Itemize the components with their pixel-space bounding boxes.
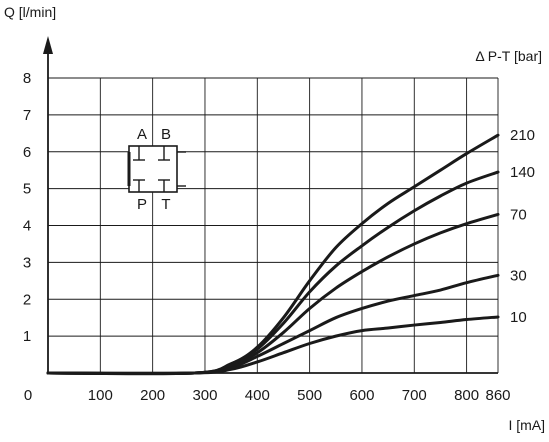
x-tick-label: 0 bbox=[24, 387, 32, 404]
x-tick-label: 800 bbox=[454, 387, 479, 404]
x-tick-label: 200 bbox=[140, 387, 165, 404]
series-label-70: 70 bbox=[510, 206, 527, 223]
valve-label-b: B bbox=[161, 126, 171, 143]
y-tick-label: 3 bbox=[23, 254, 31, 271]
legend-title: Δ P-T [bar] bbox=[475, 48, 542, 64]
x-tick-label: 600 bbox=[349, 387, 374, 404]
y-axis-title: Q [l/min] bbox=[4, 4, 56, 20]
valve-symbol: A B P T bbox=[127, 126, 186, 213]
valve-label-a: A bbox=[137, 126, 147, 143]
series-label-140: 140 bbox=[510, 164, 535, 181]
y-tick-label: 4 bbox=[23, 218, 31, 235]
series-label-30: 30 bbox=[510, 267, 527, 284]
series-labels: 210 140 70 30 10 bbox=[510, 127, 535, 326]
series-lines bbox=[46, 133, 500, 376]
x-tick-labels: 0 100 200 300 400 500 600 700 800 860 bbox=[24, 387, 511, 404]
series-line-140 bbox=[46, 170, 500, 376]
x-tick-label: 500 bbox=[297, 387, 322, 404]
series-line-210 bbox=[46, 133, 500, 376]
y-axis-arrowhead bbox=[43, 36, 53, 54]
series-label-10: 10 bbox=[510, 309, 527, 326]
x-tick-label: 860 bbox=[485, 387, 510, 404]
valve-label-t: T bbox=[161, 196, 170, 213]
x-axis-title: I [mA] bbox=[508, 417, 545, 433]
y-tick-label: 8 bbox=[23, 70, 31, 87]
valve-label-p: P bbox=[137, 196, 147, 213]
x-tick-label: 300 bbox=[192, 387, 217, 404]
series-label-210: 210 bbox=[510, 127, 535, 144]
x-tick-label: 400 bbox=[245, 387, 270, 404]
y-tick-label: 1 bbox=[23, 328, 31, 345]
x-tick-label: 100 bbox=[88, 387, 113, 404]
valve-body bbox=[128, 145, 178, 193]
y-tick-label: 2 bbox=[23, 291, 31, 308]
y-tick-label: 5 bbox=[23, 181, 31, 198]
y-tick-label: 6 bbox=[23, 144, 31, 161]
x-tick-label: 700 bbox=[402, 387, 427, 404]
series-line-10 bbox=[46, 315, 500, 375]
y-tick-labels: 1 2 3 4 5 6 7 8 bbox=[23, 70, 31, 345]
y-tick-label: 7 bbox=[23, 107, 31, 124]
